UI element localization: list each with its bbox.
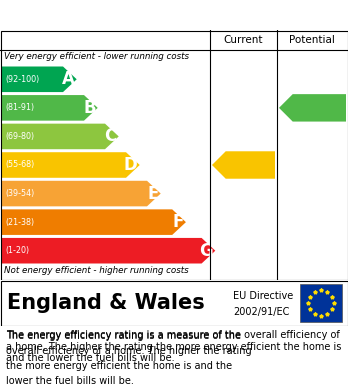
Text: Potential: Potential xyxy=(289,35,335,45)
Text: A: A xyxy=(62,70,75,88)
Polygon shape xyxy=(2,209,186,235)
Polygon shape xyxy=(279,94,346,122)
Text: 67: 67 xyxy=(240,158,261,172)
Text: Not energy efficient - higher running costs: Not energy efficient - higher running co… xyxy=(4,266,189,275)
Text: The energy efficiency rating is a measure of the: The energy efficiency rating is a measur… xyxy=(6,331,241,341)
Text: EU Directive: EU Directive xyxy=(233,291,293,301)
Text: (1-20): (1-20) xyxy=(5,246,29,255)
Text: the more energy efficient the home is and the: the more energy efficient the home is an… xyxy=(6,361,232,371)
Polygon shape xyxy=(2,181,161,206)
Text: The energy efficiency rating is a measure of the overall efficiency of a home. T: The energy efficiency rating is a measur… xyxy=(6,330,341,363)
Text: Current: Current xyxy=(224,35,263,45)
Text: Very energy efficient - lower running costs: Very energy efficient - lower running co… xyxy=(4,52,189,61)
Text: 82: 82 xyxy=(309,100,330,115)
Text: (69-80): (69-80) xyxy=(5,132,34,141)
Text: Energy Efficiency Rating: Energy Efficiency Rating xyxy=(8,7,210,23)
Text: England & Wales: England & Wales xyxy=(7,293,205,313)
Text: C: C xyxy=(104,127,117,145)
Text: overall efficiency of a home. The higher the rating: overall efficiency of a home. The higher… xyxy=(6,346,252,356)
Text: B: B xyxy=(83,99,96,117)
Polygon shape xyxy=(2,152,140,178)
Text: lower the fuel bills will be.: lower the fuel bills will be. xyxy=(6,376,134,386)
Text: E: E xyxy=(147,185,159,203)
Text: (81-91): (81-91) xyxy=(5,103,34,112)
Text: 2002/91/EC: 2002/91/EC xyxy=(233,307,290,317)
Text: (21-38): (21-38) xyxy=(5,218,34,227)
Polygon shape xyxy=(2,95,98,121)
Bar xyxy=(300,284,342,322)
Text: F: F xyxy=(173,213,184,231)
Text: D: D xyxy=(124,156,138,174)
Text: (92-100): (92-100) xyxy=(5,75,39,84)
Polygon shape xyxy=(2,124,119,149)
Text: (39-54): (39-54) xyxy=(5,189,34,198)
Text: (55-68): (55-68) xyxy=(5,160,34,170)
Polygon shape xyxy=(2,66,77,92)
Polygon shape xyxy=(2,238,215,264)
Polygon shape xyxy=(212,151,275,179)
Text: G: G xyxy=(199,242,213,260)
